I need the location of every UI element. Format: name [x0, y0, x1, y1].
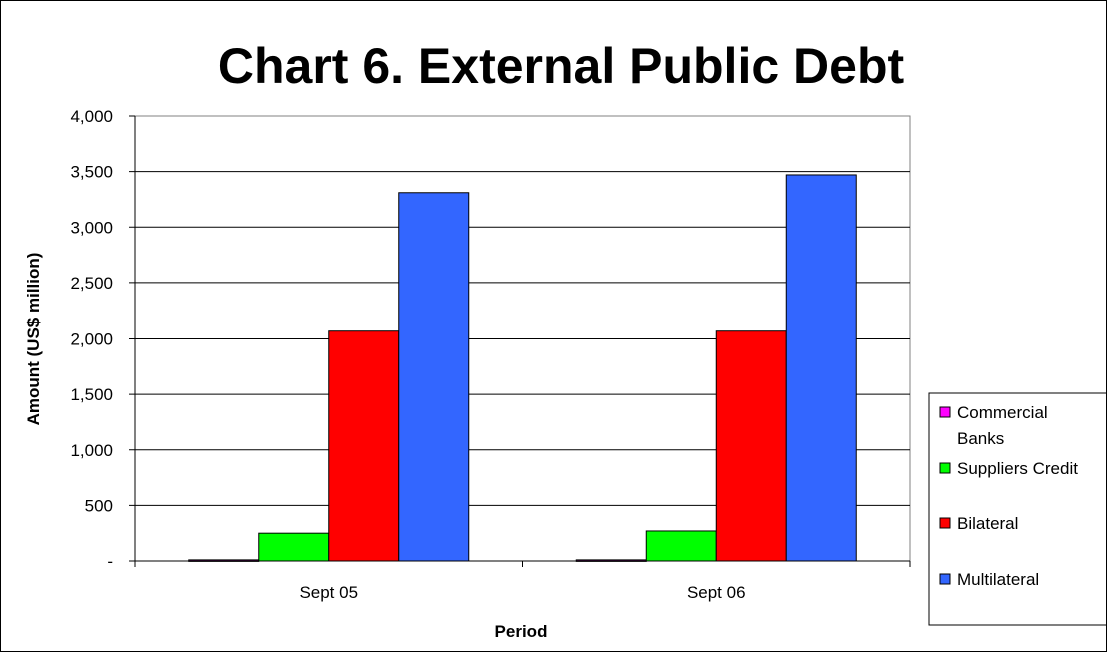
bar-suppliers-credit: [258, 532, 330, 562]
axes: [129, 115, 911, 567]
legend-swatch: [939, 517, 951, 529]
legend-label: Commercial: [957, 403, 1048, 422]
bars: [188, 174, 857, 562]
bar-multilateral: [785, 174, 857, 562]
legend-label: Multilateral: [957, 570, 1039, 589]
y-tick-labels: - 500 1,000 1,500 2,000 2,500 3,000 3,500 4,000: [70, 107, 113, 571]
y-tick-label: 3,500: [70, 163, 113, 182]
bar-suppliers-credit: [645, 530, 717, 562]
legend-swatch: [939, 462, 951, 474]
x-tick-label: Sept 06: [687, 583, 746, 602]
bar-bilateral: [328, 330, 400, 562]
y-tick-label: 2,000: [70, 330, 113, 349]
x-tick-labels: Sept 05 Sept 06: [299, 583, 745, 602]
y-tick-label: 4,000: [70, 107, 113, 126]
y-tick-label: 2,500: [70, 274, 113, 293]
y-tick-label: 500: [85, 496, 113, 515]
y-tick-label: -: [107, 552, 113, 571]
y-axis-title: Amount (US$ million): [24, 253, 43, 426]
bar-bilateral: [715, 330, 787, 562]
y-tick-label: 3,000: [70, 218, 113, 237]
legend-box: [928, 392, 1106, 626]
legend-label: Suppliers Credit: [957, 459, 1078, 478]
y-tick-label: 1,000: [70, 441, 113, 460]
chart-title: Chart 6. External Public Debt: [218, 38, 905, 94]
legend-label: Bilateral: [957, 514, 1018, 533]
x-axis-title: Period: [495, 622, 548, 641]
legend: Commercial Banks Suppliers Credit Bilateral…: [928, 392, 1106, 626]
y-tick-label: 1,500: [70, 385, 113, 404]
x-tick-label: Sept 05: [299, 583, 358, 602]
legend-swatch: [939, 573, 951, 585]
legend-swatch: [939, 406, 951, 418]
bar-multilateral: [398, 192, 470, 562]
legend-label: Banks: [957, 429, 1004, 448]
